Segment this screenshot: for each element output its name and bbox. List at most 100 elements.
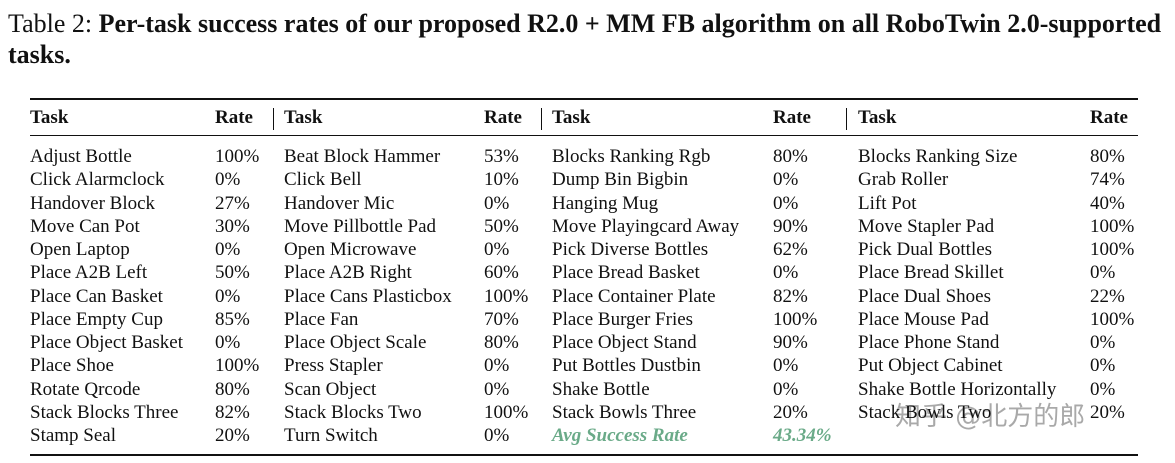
task-cell: Put Object Cabinet: [858, 355, 1003, 377]
task-cell: Press Stapler: [284, 355, 383, 377]
task-cell: Place Can Basket: [30, 285, 163, 307]
task-cell: Adjust Bottle: [30, 146, 132, 167]
task-cell: Lift Pot: [858, 192, 917, 214]
rate-cell: 60%: [484, 262, 519, 284]
rate-cell: 0%: [773, 169, 799, 191]
rate-cell: 100%: [215, 355, 260, 377]
task-cell: Place Shoe: [30, 355, 114, 377]
task-cell: Place A2B Right: [284, 262, 412, 284]
rate-cell: 85%: [215, 308, 250, 330]
rate-cell: 62%: [773, 239, 808, 260]
task-cell: Blocks Ranking Size: [858, 146, 1018, 167]
task-cell: Click Bell: [284, 169, 362, 191]
rate-cell: 100%: [215, 146, 260, 167]
rate-cell: 0%: [773, 192, 799, 214]
rate-cell: 0%: [1090, 378, 1116, 400]
task-cell: Dump Bin Bigbin: [552, 169, 689, 191]
rate-cell: 74%: [1090, 169, 1125, 191]
rate-cell: 50%: [484, 215, 519, 237]
rate-cell: 0%: [484, 355, 510, 377]
task-cell: Place Dual Shoes: [858, 285, 991, 307]
task-cell: Place A2B Left: [30, 262, 148, 284]
rate-cell: 70%: [484, 308, 519, 330]
task-cell: Place Bread Basket: [552, 262, 700, 284]
task-cell: Handover Mic: [284, 192, 395, 214]
task-cell: Move Playingcard Away: [552, 215, 740, 237]
rate-cell: 0%: [773, 378, 799, 400]
rate-cell: 0%: [773, 355, 799, 377]
separator: [273, 108, 274, 130]
caption-text: Per-task success rates of our proposed R…: [8, 9, 1162, 69]
rate-cell: 0%: [215, 239, 241, 260]
rate-cell: 0%: [773, 262, 799, 284]
task-cell: Place Fan: [284, 308, 359, 330]
header-rate: Rate: [773, 107, 811, 128]
top-rule: [30, 98, 1138, 100]
task-cell: Shake Bottle: [552, 378, 650, 400]
task-cell: Blocks Ranking Rgb: [552, 146, 711, 167]
rate-cell: 0%: [1090, 355, 1116, 377]
caption: Table 2: Per-task success rates of our p…: [8, 8, 1168, 70]
task-cell: Rotate Qrcode: [30, 378, 141, 400]
header-rate: Rate: [1090, 107, 1128, 128]
rate-cell: 80%: [773, 146, 808, 167]
header-rate: Rate: [215, 107, 253, 128]
rate-cell: 0%: [1090, 332, 1116, 353]
task-cell: Move Pillbottle Pad: [284, 215, 436, 237]
task-cell: Open Microwave: [284, 239, 417, 260]
task-cell: Scan Object: [284, 378, 377, 400]
task-cell: Stack Blocks Three: [30, 401, 179, 423]
rate-cell: 50%: [215, 262, 250, 284]
rate-cell: 0%: [215, 285, 241, 307]
task-cell: Beat Block Hammer: [284, 146, 441, 167]
rate-cell: 20%: [1090, 401, 1125, 423]
task-cell: Stack Bowls Three: [552, 401, 697, 423]
rate-cell: 27%: [215, 192, 250, 214]
rate-cell: 100%: [484, 285, 529, 307]
task-cell: Move Stapler Pad: [858, 215, 995, 237]
rate-cell: 100%: [1090, 215, 1135, 237]
header-task: Task: [30, 107, 69, 128]
task-cell: Handover Block: [30, 192, 156, 214]
task-cell: Pick Diverse Bottles: [552, 239, 709, 260]
rate-cell: 82%: [215, 401, 250, 423]
separator: [541, 108, 542, 130]
rate-cell: 90%: [773, 215, 808, 237]
header-task: Task: [858, 107, 897, 128]
rate-cell: 90%: [773, 332, 808, 353]
rate-cell: 100%: [1090, 239, 1135, 260]
rate-cell: 0%: [484, 239, 510, 260]
rate-cell: 10%: [484, 169, 519, 191]
separator: [846, 108, 847, 130]
rate-cell: 0%: [484, 425, 510, 446]
rate-cell: 40%: [1090, 192, 1125, 214]
task-cell: Click Alarmclock: [30, 169, 165, 191]
rate-cell: 0%: [1090, 262, 1116, 284]
rate-cell: 80%: [215, 378, 250, 400]
rate-cell: 100%: [484, 401, 529, 423]
rate-cell: 20%: [773, 401, 808, 423]
task-cell: Place Object Scale: [284, 332, 427, 353]
task-cell: Place Object Basket: [30, 332, 184, 353]
rate-cell: 30%: [215, 215, 250, 237]
task-cell: Move Can Pot: [30, 215, 140, 237]
rate-cell: 0%: [215, 332, 241, 353]
task-cell: Open Laptop: [30, 239, 130, 260]
rate-cell: 80%: [484, 332, 519, 353]
task-cell: Place Burger Fries: [552, 308, 694, 330]
rate-cell: 20%: [215, 425, 250, 446]
rate-cell: 82%: [773, 285, 808, 307]
avg-value: 43.34%: [773, 425, 832, 446]
rate-cell: 0%: [484, 378, 510, 400]
avg-label: Avg Success Rate: [552, 425, 688, 446]
task-cell: Turn Switch: [284, 425, 378, 446]
header-task: Task: [552, 107, 591, 128]
task-cell: Place Mouse Pad: [858, 308, 989, 330]
task-cell: Shake Bottle Horizontally: [858, 378, 1057, 400]
task-cell: Pick Dual Bottles: [858, 239, 993, 260]
header-rate: Rate: [484, 107, 522, 128]
rate-cell: 100%: [773, 308, 818, 330]
mid-rule: [30, 135, 1138, 136]
task-cell: Stack Blocks Two: [284, 401, 422, 423]
